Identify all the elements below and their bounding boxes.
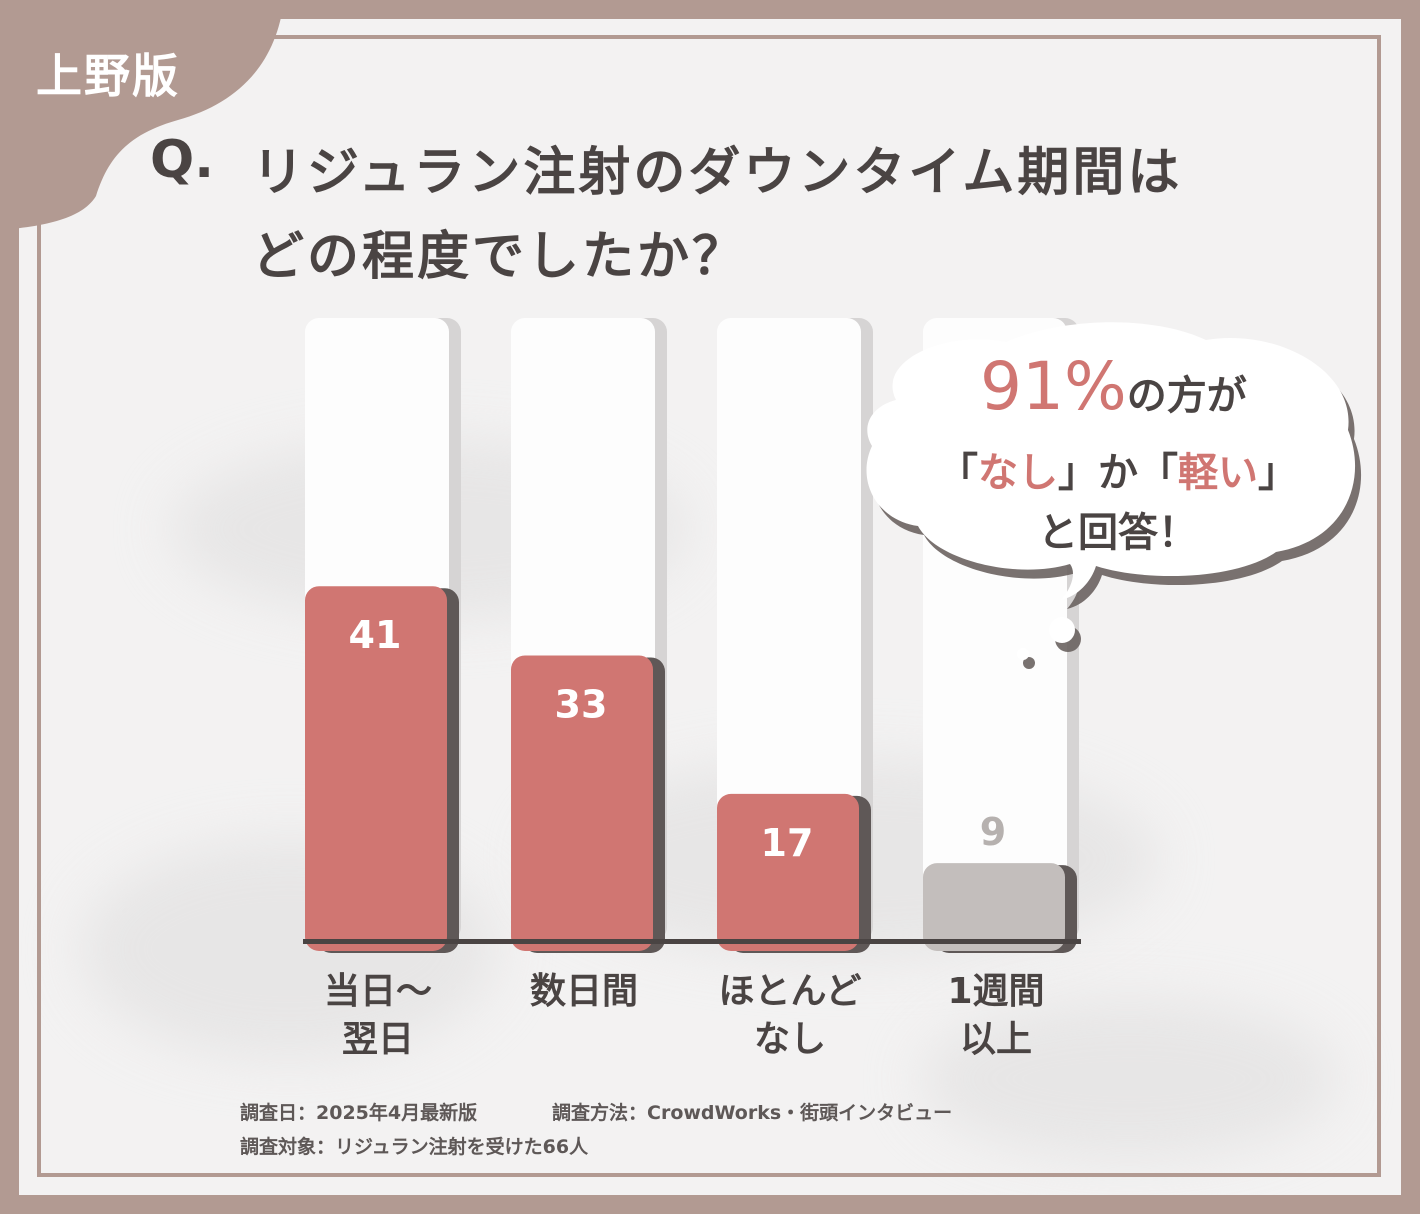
callout-percentage: 91% bbox=[980, 348, 1127, 425]
survey-method: 調査方法：CrowdWorks・街頭インタビュー bbox=[552, 1102, 953, 1124]
survey-date: 調査日：2025年4月最新版 bbox=[240, 1102, 478, 1124]
callout-line-3: と回答！ bbox=[1038, 510, 1198, 556]
open-quote: 「 bbox=[1138, 450, 1178, 496]
callout-line-2: 「なし」か「軽い」 bbox=[918, 440, 1318, 498]
data-label-1: 41 bbox=[349, 613, 402, 657]
open-quote: 「 bbox=[938, 450, 978, 496]
corner-tab bbox=[0, 0, 284, 230]
speech-bubble bbox=[866, 322, 1362, 669]
question-line-1: リジュラン注射のダウンタイム期間は bbox=[252, 143, 1183, 203]
category-label-line: 当日〜 bbox=[323, 971, 432, 1012]
data-label-3: 17 bbox=[761, 821, 814, 865]
inner-frame bbox=[37, 35, 1381, 1177]
callout-word-light: 軽い bbox=[1178, 450, 1258, 496]
x-axis-line bbox=[303, 939, 1081, 944]
callout-line-1-rest: の方が bbox=[1126, 373, 1247, 419]
bar-2 bbox=[511, 655, 653, 951]
category-label-line: 翌日 bbox=[341, 1019, 414, 1060]
category-label-4: 1週間以上 bbox=[896, 968, 1096, 1064]
close-quote: 」 bbox=[1258, 450, 1298, 496]
category-label-line: 1週間 bbox=[947, 971, 1045, 1012]
category-label-2: 数日間 bbox=[484, 968, 684, 1016]
bar-4 bbox=[923, 863, 1065, 951]
callout-word-none: なし bbox=[978, 450, 1058, 496]
category-label-line: 数日間 bbox=[529, 971, 638, 1012]
bar-3 bbox=[717, 793, 859, 951]
category-label-1: 当日〜 翌日 bbox=[278, 968, 478, 1064]
category-label-line: 以上 bbox=[959, 1019, 1032, 1060]
close-quote: 」 bbox=[1058, 450, 1098, 496]
category-label-line: ほとんど bbox=[718, 971, 862, 1012]
question-prefix: Q. bbox=[150, 130, 214, 190]
callout-connector: か bbox=[1098, 450, 1138, 496]
question-line-2: どの程度でしたか？ bbox=[252, 227, 748, 287]
data-label-4: 9 bbox=[980, 810, 1006, 854]
badge-label: 上野版 bbox=[36, 49, 180, 103]
callout-line-1: 91%の方が bbox=[980, 348, 1280, 425]
bar-1 bbox=[305, 586, 447, 951]
background-shadow bbox=[919, 999, 1339, 1159]
column-track bbox=[717, 318, 861, 941]
survey-subject: 調査対象：リジュラン注射を受けた66人 bbox=[240, 1136, 589, 1158]
category-label-3: ほとんど なし bbox=[690, 968, 890, 1064]
category-label-line: なし bbox=[753, 1019, 826, 1060]
data-label-2: 33 bbox=[555, 682, 608, 726]
